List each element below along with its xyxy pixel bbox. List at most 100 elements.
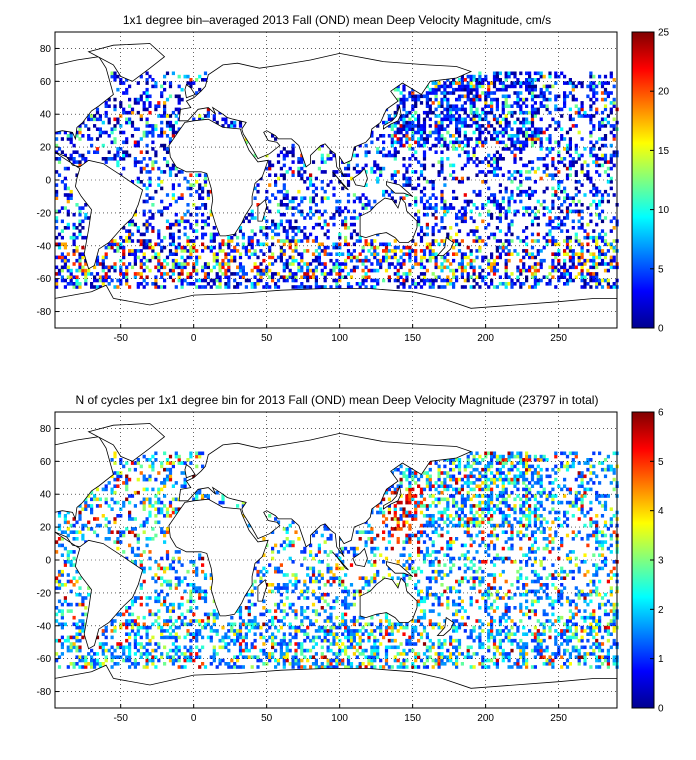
heatmap-cell — [463, 150, 467, 154]
heatmap-cell — [475, 91, 479, 95]
heatmap-cell — [600, 137, 605, 141]
heatmap-cell — [595, 206, 599, 210]
heatmap-cell — [563, 97, 567, 102]
heatmap-cell — [528, 265, 532, 270]
heatmap-cell — [428, 124, 432, 128]
heatmap-cell — [128, 219, 132, 224]
heatmap-cell — [513, 199, 517, 204]
heatmap-cell — [279, 166, 283, 171]
heatmap-cell — [282, 638, 286, 643]
heatmap-cell — [268, 285, 272, 289]
heatmap-cell — [253, 196, 257, 200]
heatmap-cell — [160, 91, 164, 95]
heatmap-cell — [422, 124, 427, 128]
heatmap-cell — [443, 655, 447, 659]
heatmap-cell — [525, 189, 529, 194]
heatmap-cell — [320, 285, 324, 289]
heatmap-cell — [288, 262, 292, 266]
heatmap-cell — [460, 120, 464, 125]
heatmap-cell — [63, 166, 67, 171]
heatmap-cell — [303, 629, 307, 633]
heatmap-cell — [244, 648, 248, 653]
heatmap-cell — [367, 635, 371, 640]
heatmap-cell — [422, 163, 427, 168]
heatmap-cell — [528, 110, 532, 115]
heatmap-cell — [487, 91, 491, 95]
heatmap-cell — [139, 117, 143, 122]
heatmap-cell — [323, 219, 327, 224]
heatmap-cell — [422, 265, 427, 270]
heatmap-cell — [329, 216, 333, 220]
heatmap-cell — [449, 638, 453, 643]
heatmap-cell — [589, 265, 593, 270]
heatmap-cell — [209, 249, 213, 253]
heatmap-cell — [168, 127, 173, 131]
heatmap-cell — [580, 629, 584, 633]
heatmap-cell — [268, 652, 272, 656]
heatmap-cell — [417, 632, 421, 636]
heatmap-cell — [533, 632, 537, 636]
heatmap-cell — [490, 101, 494, 105]
heatmap-cell — [507, 120, 511, 125]
heatmap-cell — [525, 176, 529, 181]
heatmap-cell — [425, 268, 429, 273]
heatmap-cell — [130, 120, 135, 125]
heatmap-cell — [145, 134, 149, 138]
heatmap-cell — [160, 199, 164, 204]
heatmap-cell — [317, 222, 321, 227]
heatmap-cell — [492, 645, 497, 650]
heatmap-cell — [563, 147, 567, 151]
heatmap-cell — [364, 163, 368, 168]
heatmap-cell — [206, 107, 210, 112]
heatmap-cell — [484, 665, 488, 669]
heatmap-cell — [227, 252, 231, 256]
heatmap-cell — [136, 642, 140, 646]
heatmap-cell — [422, 249, 427, 253]
heatmap-cell — [455, 176, 459, 181]
heatmap-cell — [417, 282, 421, 286]
heatmap-cell — [408, 180, 412, 184]
heatmap-cell — [431, 206, 435, 210]
heatmap-cell — [554, 619, 558, 623]
heatmap-cell — [177, 635, 181, 640]
heatmap-cell — [136, 127, 140, 131]
heatmap-cell — [434, 84, 438, 89]
heatmap-cell — [487, 262, 491, 266]
heatmap-cell — [434, 216, 438, 220]
heatmap-cell — [72, 239, 76, 243]
heatmap-cell — [297, 629, 301, 633]
heatmap-cell — [279, 645, 283, 650]
heatmap-cell — [113, 157, 117, 161]
heatmap-cell — [542, 629, 546, 633]
heatmap-cell — [533, 180, 537, 184]
heatmap-cell — [63, 638, 67, 643]
heatmap-cell — [358, 196, 362, 200]
heatmap-cell — [463, 622, 467, 627]
heatmap-cell — [577, 107, 581, 112]
heatmap-cell — [81, 655, 85, 659]
heatmap-cell — [455, 137, 459, 141]
heatmap-cell — [154, 655, 158, 659]
heatmap-cell — [250, 642, 254, 646]
heatmap-cell — [271, 252, 275, 256]
heatmap-cell — [329, 258, 333, 263]
heatmap-cell — [539, 642, 543, 646]
heatmap-cell — [457, 97, 462, 102]
heatmap-cell — [498, 638, 502, 643]
heatmap-cell — [151, 196, 155, 200]
heatmap-cell — [174, 120, 178, 125]
heatmap-cell — [84, 268, 88, 273]
heatmap-cell — [393, 255, 397, 260]
heatmap-cell — [195, 272, 199, 276]
heatmap-cell — [402, 134, 406, 138]
heatmap-cell — [87, 662, 91, 666]
heatmap-cell — [177, 229, 181, 233]
axes-frame — [54, 31, 618, 329]
heatmap-cell — [437, 137, 441, 141]
heatmap-cell — [151, 648, 155, 653]
heatmap-cell — [589, 117, 593, 122]
heatmap-cell — [139, 239, 143, 243]
heatmap-cell — [419, 229, 424, 233]
heatmap-cell — [104, 245, 108, 250]
heatmap-cell — [346, 625, 351, 630]
